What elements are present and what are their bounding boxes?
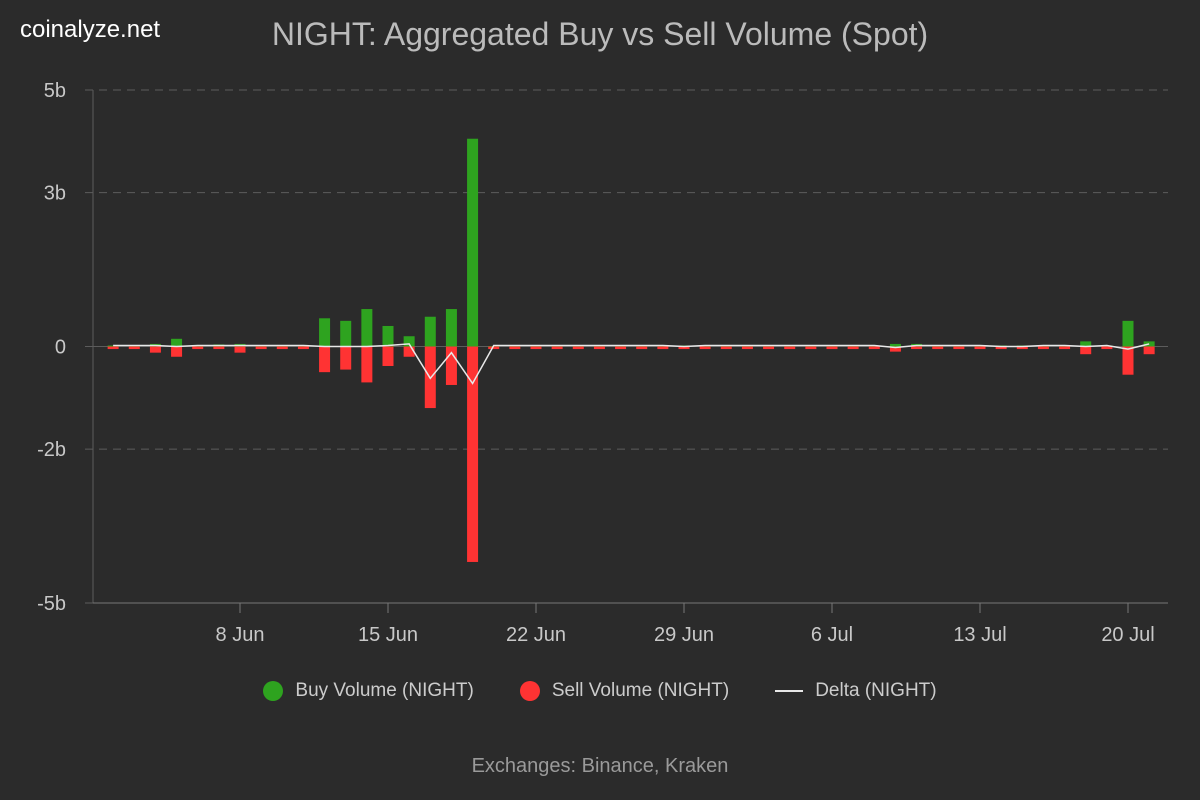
sell-bar-16 bbox=[445, 346, 457, 385]
buy-bar-46 bbox=[1080, 341, 1092, 347]
legend-item-buy[interactable]: Buy Volume (NIGHT) bbox=[263, 680, 474, 702]
sell-bar-29 bbox=[720, 346, 732, 350]
sell-bar-42 bbox=[995, 346, 1007, 350]
sell-bar-37 bbox=[889, 346, 901, 352]
sell-bar-31 bbox=[763, 346, 775, 350]
sell-legend-marker bbox=[519, 681, 540, 701]
sell-bar-21 bbox=[551, 346, 563, 350]
sell-bar-11 bbox=[340, 346, 352, 370]
buy-bar-17 bbox=[467, 138, 479, 347]
delta-legend-marker bbox=[775, 690, 804, 692]
sell-bar-8 bbox=[276, 346, 288, 350]
sell-bar-22 bbox=[572, 346, 584, 350]
sell-bar-32 bbox=[784, 346, 796, 350]
sell-bar-35 bbox=[847, 346, 859, 350]
x-tick-label-6: 20 Jul bbox=[1101, 624, 1154, 646]
sell-bar-33 bbox=[805, 346, 817, 350]
legend: Buy Volume (NIGHT) Sell Volume (NIGHT) D… bbox=[0, 680, 1200, 702]
sell-bar-39 bbox=[932, 346, 944, 350]
sell-bar-13 bbox=[382, 346, 394, 366]
sell-bar-17 bbox=[467, 346, 479, 562]
sell-bar-49 bbox=[1143, 346, 1155, 355]
sell-bar-24 bbox=[615, 346, 627, 350]
sell-bar-46 bbox=[1080, 346, 1092, 355]
delta-line bbox=[113, 343, 1150, 385]
legend-label-buy: Buy Volume (NIGHT) bbox=[295, 680, 474, 701]
sell-bar-9 bbox=[297, 346, 309, 350]
x-tick-label-1: 15 Jun bbox=[358, 624, 418, 646]
sell-bar-28 bbox=[699, 346, 711, 350]
sell-bar-30 bbox=[741, 346, 753, 350]
x-tick-label-3: 29 Jun bbox=[654, 624, 714, 646]
buy-bar-13 bbox=[382, 325, 394, 347]
sell-bar-38 bbox=[911, 346, 923, 350]
buy-bar-11 bbox=[340, 320, 352, 347]
sell-bar-0 bbox=[107, 346, 119, 350]
buy-bar-15 bbox=[424, 316, 436, 347]
sell-bar-19 bbox=[509, 346, 521, 350]
sell-bar-47 bbox=[1101, 346, 1113, 350]
sell-bar-48 bbox=[1122, 346, 1134, 375]
sell-bar-7 bbox=[255, 346, 267, 350]
y-tick-label-1: 3b bbox=[44, 183, 66, 205]
y-tick-label-0: 5b bbox=[44, 80, 66, 102]
sell-bar-10 bbox=[319, 346, 331, 373]
buy-bar-48 bbox=[1122, 320, 1134, 347]
sell-bar-34 bbox=[826, 346, 838, 350]
brand-logo-text: coinalyze.net bbox=[20, 16, 161, 43]
sell-bar-3 bbox=[171, 346, 183, 357]
x-tick-label-4: 6 Jul bbox=[811, 624, 853, 646]
sell-bar-4 bbox=[192, 346, 204, 350]
sell-bar-5 bbox=[213, 346, 225, 350]
buy-legend-marker bbox=[263, 681, 284, 701]
sell-bar-2 bbox=[149, 346, 161, 353]
sell-bar-14 bbox=[403, 346, 415, 357]
y-tick-label-4: -5b bbox=[37, 593, 66, 615]
sell-bar-1 bbox=[128, 346, 140, 350]
sell-bar-26 bbox=[657, 346, 669, 350]
legend-label-delta: Delta (NIGHT) bbox=[815, 680, 937, 701]
buy-bar-14 bbox=[403, 336, 415, 347]
sell-bar-44 bbox=[1037, 346, 1049, 350]
sell-bar-40 bbox=[953, 346, 965, 350]
buy-bar-10 bbox=[319, 318, 331, 347]
legend-label-sell: Sell Volume (NIGHT) bbox=[551, 680, 730, 701]
buy-bar-16 bbox=[445, 309, 457, 347]
buy-bar-3 bbox=[171, 338, 183, 347]
sell-bar-25 bbox=[636, 346, 648, 350]
sell-bar-27 bbox=[678, 346, 690, 350]
x-tick-label-0: 8 Jun bbox=[216, 624, 265, 646]
exchanges-footer: Exchanges: Binance, Kraken bbox=[471, 755, 729, 777]
sell-bar-18 bbox=[488, 346, 500, 350]
y-tick-label-2: 0 bbox=[55, 337, 66, 359]
sell-bar-6 bbox=[234, 346, 246, 353]
buy-bar-37 bbox=[889, 343, 901, 347]
sell-bar-41 bbox=[974, 346, 986, 350]
sell-bar-20 bbox=[530, 346, 542, 350]
x-tick-label-2: 22 Jun bbox=[506, 624, 566, 646]
legend-item-delta[interactable]: Delta (NIGHT) bbox=[775, 680, 937, 702]
sell-bar-23 bbox=[593, 346, 605, 350]
buy-bar-12 bbox=[361, 309, 373, 347]
chart-title: NIGHT: Aggregated Buy vs Sell Volume (Sp… bbox=[271, 16, 929, 52]
sell-bar-12 bbox=[361, 346, 373, 383]
sell-bar-45 bbox=[1059, 346, 1071, 350]
legend-item-sell[interactable]: Sell Volume (NIGHT) bbox=[519, 680, 730, 702]
sell-bar-36 bbox=[868, 346, 880, 350]
y-tick-label-3: -2b bbox=[37, 439, 66, 461]
x-tick-label-5: 13 Jul bbox=[953, 624, 1006, 646]
sell-bar-43 bbox=[1016, 346, 1028, 350]
